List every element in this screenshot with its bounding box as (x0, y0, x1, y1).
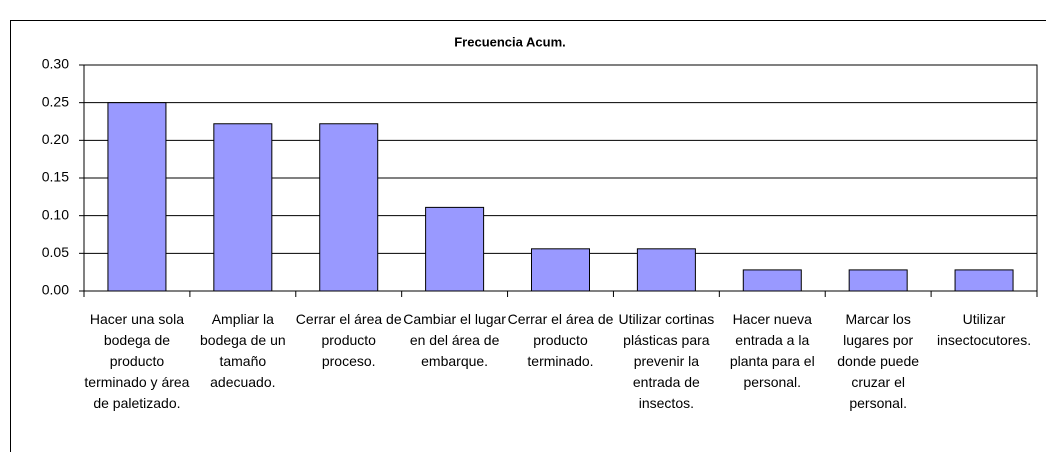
bar (848, 269, 908, 292)
x-tick-label: Cerrar el área de producto terminado. (507, 311, 614, 369)
bar (531, 248, 590, 292)
y-tick-label: 0.25 (42, 93, 69, 109)
x-tick-label: Utilizar cortinas plásticas para preveni… (618, 311, 715, 411)
y-tick-label: 0.00 (42, 282, 69, 298)
y-tick-label: 0.30 (42, 56, 69, 72)
bar (742, 269, 802, 292)
x-tick-label: Ampliar la bodega de un tamaño adecuado. (200, 311, 286, 390)
bar (954, 269, 1014, 292)
x-tick-label: Hacer nueva entrada a la planta para el … (729, 311, 815, 390)
y-tick-label: 0.10 (42, 206, 69, 222)
bar (107, 102, 167, 292)
bar (636, 248, 696, 292)
y-tick-label: 0.15 (42, 169, 69, 185)
x-tick-label: Hacer una sola bodega de producto termin… (84, 311, 190, 411)
chart-title: Frecuencia Acum. (454, 34, 566, 49)
x-tick-label: Cerrar el área de producto proceso. (295, 311, 402, 369)
x-tick-label: Utilizar insectocutores. (936, 311, 1032, 348)
y-tick-label: 0.20 (42, 131, 69, 147)
x-tick-label: Marcar los lugares por donde puede cruza… (837, 311, 920, 411)
bar (425, 206, 485, 292)
x-tick-label: Cambiar el lugar en del área de embarque… (403, 311, 506, 369)
bar (319, 123, 379, 292)
y-tick-label: 0.05 (42, 244, 69, 260)
bar (213, 123, 273, 292)
